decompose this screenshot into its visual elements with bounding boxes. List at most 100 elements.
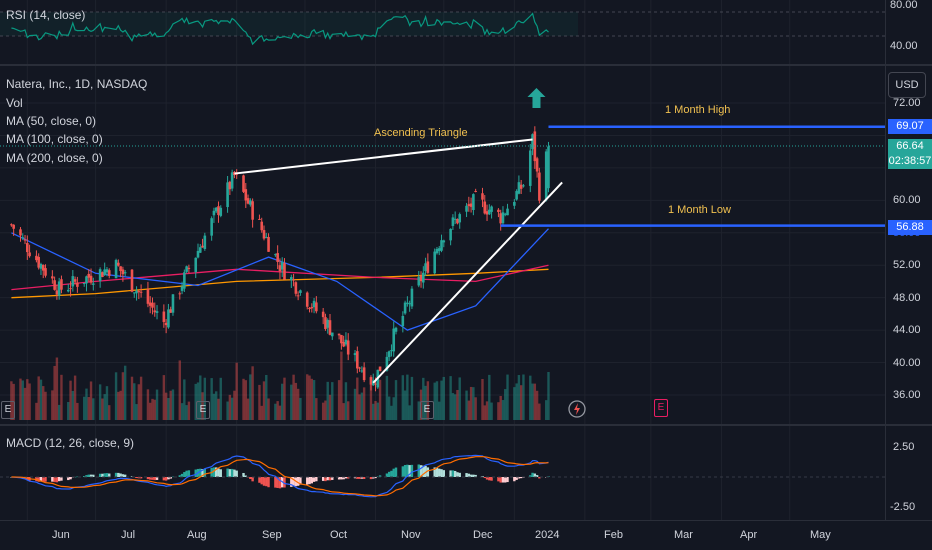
- month-high-label[interactable]: 1 Month High: [665, 104, 731, 116]
- volume-bar: [485, 401, 489, 420]
- volume-bar: [60, 374, 63, 420]
- candle-body: [249, 200, 252, 205]
- volume-bar: [344, 382, 348, 420]
- candle-body: [513, 201, 516, 206]
- candle-body: [469, 203, 473, 207]
- candle-body: [214, 207, 218, 212]
- indicator-ma100[interactable]: MA (100, close, 0): [6, 132, 103, 146]
- candle-body: [53, 280, 56, 290]
- macd-hist-bar: [44, 477, 47, 482]
- candle-body: [310, 306, 314, 309]
- price-tick: 40.00: [893, 357, 921, 369]
- macd-hist-bar: [369, 477, 373, 480]
- candle-body: [392, 328, 396, 352]
- volume-bar: [401, 375, 405, 420]
- indicator-vol[interactable]: Vol: [6, 96, 23, 110]
- volume-bar: [133, 383, 136, 420]
- candle-body: [437, 248, 441, 252]
- volume-bar: [83, 396, 86, 420]
- candle-body: [499, 213, 502, 224]
- macd-hist-bar: [151, 477, 154, 480]
- volume-bar: [342, 403, 345, 420]
- volume-bar: [417, 401, 420, 420]
- macd-hist-bar: [356, 477, 359, 479]
- macd-hist-bar: [194, 469, 197, 477]
- time-tick: Aug: [187, 529, 207, 541]
- earnings-marker[interactable]: E: [420, 401, 434, 419]
- candle-body: [296, 295, 300, 297]
- candle-body: [130, 269, 134, 292]
- macd-hist-bar: [490, 477, 493, 481]
- symbol-label[interactable]: Natera, Inc., 1D, NASDAQ: [6, 77, 148, 91]
- candle-body: [251, 201, 254, 220]
- time-tick: Feb: [604, 529, 623, 541]
- macd-hist-bar: [258, 477, 261, 483]
- macd-hist-bar: [69, 477, 72, 480]
- candle-body: [87, 273, 91, 278]
- macd-hist-bar: [42, 477, 45, 482]
- macd-hist-bar: [378, 475, 382, 477]
- candle-body: [387, 351, 391, 358]
- candle-body: [292, 279, 295, 281]
- candle-body: [417, 277, 421, 286]
- volume-bar: [387, 396, 391, 420]
- macd-hist-bar: [51, 477, 54, 482]
- earnings-marker[interactable]: E: [654, 399, 668, 417]
- candle-body: [340, 335, 343, 344]
- volume-bar: [249, 374, 252, 420]
- candle-body: [178, 293, 182, 295]
- candle-body: [212, 210, 216, 216]
- rsi-label[interactable]: RSI (14, close): [6, 8, 86, 22]
- macd-hist-bar: [139, 477, 143, 479]
- macd-hist-bar: [187, 470, 191, 477]
- indicator-ma200[interactable]: MA (200, close, 0): [6, 151, 103, 165]
- volume-bar: [244, 380, 247, 420]
- currency-button[interactable]: USD: [888, 72, 926, 98]
- volume-bar: [426, 381, 430, 420]
- volume-bar: [23, 387, 27, 420]
- candle-body: [41, 264, 45, 271]
- ascending-triangle-label[interactable]: Ascending Triangle: [374, 127, 468, 139]
- pane-separators[interactable]: [0, 0, 932, 521]
- volume-bar: [69, 380, 72, 420]
- volume-bar: [312, 380, 316, 420]
- macd-hist-bar: [135, 477, 138, 479]
- volume-bar: [10, 381, 13, 420]
- volume-bar: [265, 374, 268, 420]
- macd-hist-bar: [137, 477, 141, 479]
- drawings[interactable]: [234, 88, 885, 418]
- volume-bar: [137, 384, 141, 420]
- candle-body: [185, 266, 188, 272]
- candle-body: [44, 268, 47, 276]
- candle-body: [151, 302, 154, 308]
- volume-bar: [108, 405, 111, 420]
- macd-hist-bar: [290, 477, 293, 487]
- macd-label[interactable]: MACD (12, 26, close, 9): [6, 436, 135, 450]
- macd-hist-bar: [401, 466, 405, 477]
- macd-hist-bar: [101, 473, 104, 477]
- macd-hist-bar: [392, 468, 395, 477]
- volume-bar: [353, 388, 357, 420]
- candle-body: [465, 205, 468, 212]
- macd-hist-bar: [276, 477, 279, 488]
- volume-bar: [283, 377, 286, 420]
- volume-bar: [321, 402, 325, 420]
- indicator-ma50[interactable]: MA (50, close, 0): [6, 114, 97, 128]
- volume-bar: [146, 389, 150, 420]
- volume-bar: [135, 404, 138, 420]
- volume-bars: [10, 351, 550, 420]
- macd-hist-bar: [251, 477, 254, 482]
- volume-bar: [456, 389, 459, 420]
- earnings-marker[interactable]: E: [196, 401, 210, 419]
- earnings-marker[interactable]: E: [1, 401, 15, 419]
- volume-bar: [522, 374, 525, 420]
- time-tick: Jun: [52, 529, 70, 541]
- volume-bar: [217, 398, 220, 420]
- candle-body: [305, 292, 309, 307]
- event-icon: [568, 400, 586, 418]
- macd-hist-bar: [438, 468, 441, 477]
- macd-hist-bar: [453, 470, 457, 477]
- volume-bar: [199, 375, 202, 420]
- month-low-label[interactable]: 1 Month Low: [668, 204, 731, 216]
